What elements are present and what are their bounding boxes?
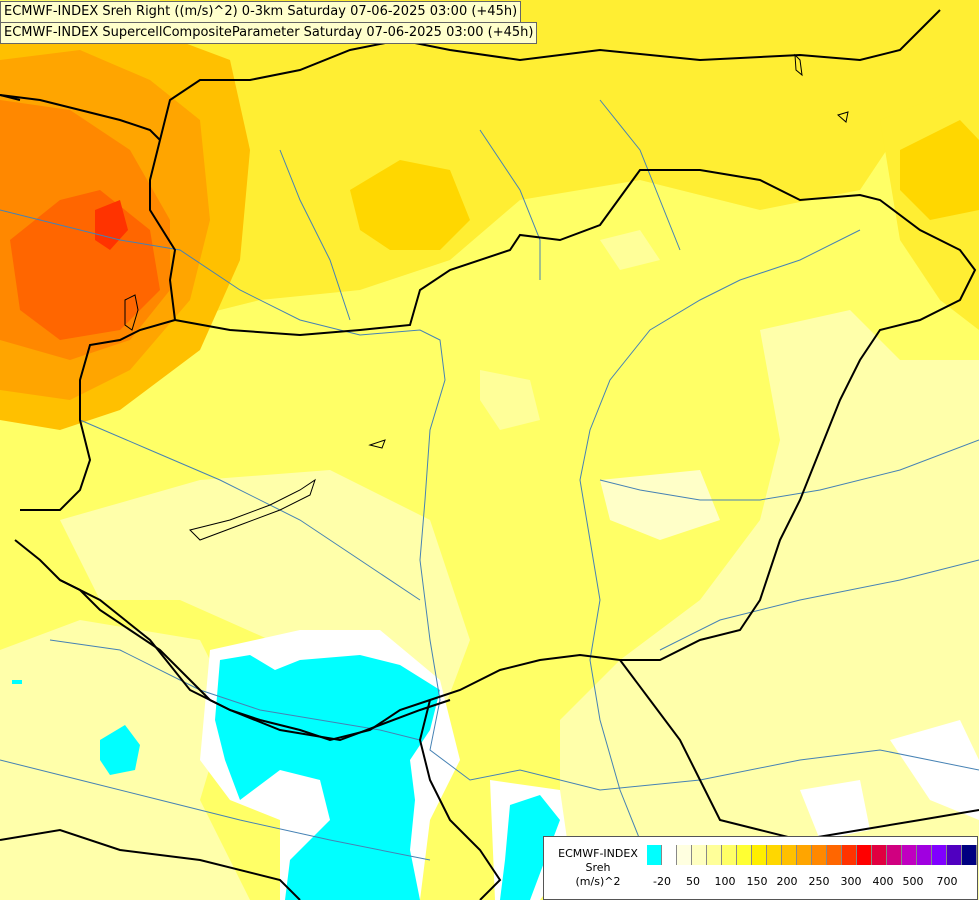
legend: ECMWF-INDEX Sreh (m/s)^2 -20 50 100 150 200 2… <box>543 836 978 900</box>
legend-title: ECMWF-INDEX Sreh (m/s)^2 <box>550 847 646 889</box>
border-serbia-w <box>418 699 502 900</box>
legend-swatch <box>752 845 767 865</box>
legend-title-line2: Sreh <box>585 861 611 874</box>
legend-swatch <box>647 845 662 865</box>
map-title-scp: ECMWF-INDEX SupercellCompositeParameter … <box>0 22 538 44</box>
legend-tick-label: 300 <box>840 875 862 888</box>
river-drava <box>49 639 421 741</box>
legend-tick-label: 150 <box>746 875 768 888</box>
field-yellow-north <box>140 0 979 320</box>
legend-swatch <box>842 845 857 865</box>
legend-swatch <box>947 845 962 865</box>
lake-small-2 <box>794 53 803 77</box>
field-pale-east <box>560 310 979 900</box>
legend-swatch <box>812 845 827 865</box>
legend-tick-label: 100 <box>714 875 736 888</box>
legend-swatch <box>962 845 977 865</box>
river-north-2 <box>479 129 541 280</box>
legend-swatch <box>692 845 707 865</box>
legend-tick-label: 250 <box>808 875 830 888</box>
legend-swatch <box>737 845 752 865</box>
legend-swatch <box>827 845 842 865</box>
field-white-se <box>890 720 979 820</box>
border-sw <box>0 828 301 900</box>
legend-swatches <box>647 845 977 865</box>
river-east-2 <box>659 559 979 651</box>
map-title-sreh: ECMWF-INDEX Sreh Right ((m/s)^2) 0-3km S… <box>0 1 522 23</box>
legend-swatch <box>662 845 677 865</box>
legend-swatch <box>902 845 917 865</box>
river-tisza <box>579 229 861 841</box>
borders <box>0 9 979 900</box>
field-pale-centre <box>480 370 540 430</box>
border-serbia <box>619 659 979 842</box>
lake-balaton <box>189 478 316 541</box>
border-slovakia-south <box>149 9 941 321</box>
river-west-1 <box>79 419 421 601</box>
legend-tick-label: 50 <box>686 875 700 888</box>
legend-tick-label: 700 <box>936 875 958 888</box>
legend-ticks: -20 50 100 150 200 250 300 400 500 700 <box>647 875 977 889</box>
lake-small-3 <box>836 111 849 123</box>
legend-swatch <box>767 845 782 865</box>
legend-swatch <box>797 845 812 865</box>
lake-small-1 <box>368 439 386 449</box>
legend-tick-label: 500 <box>902 875 924 888</box>
legend-title-line1: ECMWF-INDEX <box>558 847 638 860</box>
field-gold-north <box>350 160 470 250</box>
border-austria <box>0 94 161 141</box>
field-cyan-west <box>100 725 140 775</box>
legend-tick-label: -20 <box>653 875 671 888</box>
field-white-s <box>800 780 870 840</box>
river-east-1 <box>599 439 979 501</box>
field-gold-ne <box>900 120 979 220</box>
river-sava <box>0 759 431 861</box>
rivers <box>0 99 979 861</box>
legend-swatch <box>917 845 932 865</box>
legend-title-line3: (m/s)^2 <box>575 875 621 888</box>
legend-tick-label: 400 <box>872 875 894 888</box>
field-cyan-main <box>215 655 440 900</box>
border-north-1 <box>0 94 21 101</box>
river-north-1 <box>279 149 351 321</box>
legend-swatch <box>782 845 797 865</box>
river-danube <box>0 209 979 791</box>
legend-tick-label: 200 <box>776 875 798 888</box>
border-croatia <box>59 579 451 742</box>
field-cyan-tiny <box>12 680 22 684</box>
field-red-core <box>95 200 128 250</box>
field-cyan-south <box>500 795 560 900</box>
field-pale-centre-2 <box>600 230 660 270</box>
legend-swatch <box>887 845 902 865</box>
legend-swatch <box>677 845 692 865</box>
legend-swatch <box>707 845 722 865</box>
lake-neusiedl <box>124 294 139 331</box>
border-austria-hu <box>20 319 176 511</box>
river-north-3 <box>599 99 681 251</box>
legend-swatch <box>722 845 737 865</box>
legend-swatch <box>857 845 872 865</box>
legend-swatch <box>872 845 887 865</box>
legend-swatch <box>932 845 947 865</box>
